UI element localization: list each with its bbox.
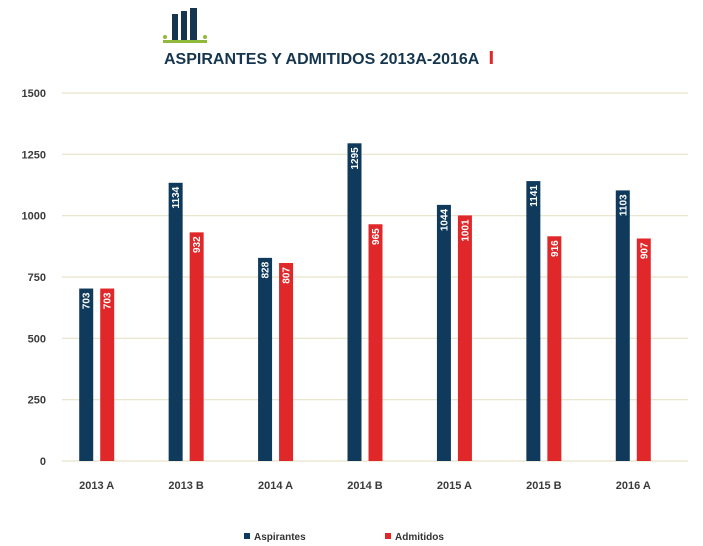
- legend-swatch: [244, 533, 250, 539]
- bar-aspirantes: [347, 143, 362, 461]
- bar-aspirantes: [168, 182, 183, 462]
- y-tick-label: 750: [28, 272, 46, 284]
- bar-value-label: 1295: [350, 147, 361, 170]
- bar-admitidos: [189, 232, 204, 461]
- bar-admitidos: [457, 215, 472, 461]
- bar-admitidos: [636, 238, 651, 461]
- y-tick-label: 1000: [22, 211, 46, 223]
- bar-admitidos: [368, 224, 383, 461]
- bar-admitidos: [547, 236, 562, 461]
- bar-value-label: 1103: [618, 194, 629, 216]
- bar-value-label: 703: [103, 292, 114, 309]
- x-tick-label: 2014 A: [258, 480, 293, 492]
- title-accent-mark: [489, 51, 493, 64]
- bar-value-label: 932: [192, 236, 203, 253]
- bar-aspirantes: [436, 204, 451, 461]
- y-tick-label: 0: [40, 456, 46, 468]
- y-axis-ticks: 0 250 500 750 1000 1250 1500: [22, 88, 46, 468]
- x-tick-label: 2014 B: [347, 480, 383, 492]
- bar-value-label: 828: [261, 261, 272, 278]
- bar-aspirantes: [258, 257, 273, 461]
- x-axis-ticks: 2013 A 2013 B 2014 A 2014 B 2015 A 2015 B 2016…: [79, 480, 651, 492]
- y-tick-label: 1500: [22, 88, 46, 100]
- x-tick-label: 2015 A: [437, 480, 472, 492]
- bar-value-label: 807: [282, 267, 293, 284]
- x-tick-label: 2013 B: [168, 480, 204, 492]
- bar-value-label: 1134: [171, 186, 182, 208]
- x-tick-label: 2013 A: [79, 480, 114, 492]
- bar-aspirantes: [615, 190, 630, 461]
- bar-admitidos: [279, 263, 294, 461]
- y-tick-label: 500: [28, 333, 46, 345]
- x-tick-label: 2015 B: [526, 480, 562, 492]
- bar-value-label: 1001: [460, 219, 471, 242]
- bars: 703 703 1134 932 828 807 1295 965 1044 1001 1141 91…: [79, 143, 651, 462]
- legend-label: Aspirantes: [254, 532, 306, 543]
- bar-value-label: 1141: [529, 185, 540, 207]
- legend-label: Admitidos: [395, 532, 444, 543]
- legend-swatch: [385, 533, 391, 539]
- x-tick-label: 2016 A: [616, 480, 651, 492]
- bar-value-label: 1044: [439, 208, 450, 231]
- bar-admitidos: [100, 288, 115, 461]
- y-tick-label: 1250: [22, 149, 46, 161]
- bar-value-label: 965: [371, 228, 382, 245]
- bar-aspirantes: [526, 181, 541, 462]
- y-tick-label: 250: [28, 395, 46, 407]
- chart-title: ASPIRANTES Y ADMITIDOS 2013A-2016A: [164, 51, 480, 68]
- bar-chart-logo-icon: [163, 8, 207, 43]
- bar-aspirantes: [79, 288, 94, 461]
- bar-value-label: 703: [82, 292, 93, 309]
- bar-value-label: 907: [639, 242, 650, 259]
- bar-value-label: 916: [550, 240, 561, 257]
- legend: Aspirantes Admitidos: [244, 532, 444, 543]
